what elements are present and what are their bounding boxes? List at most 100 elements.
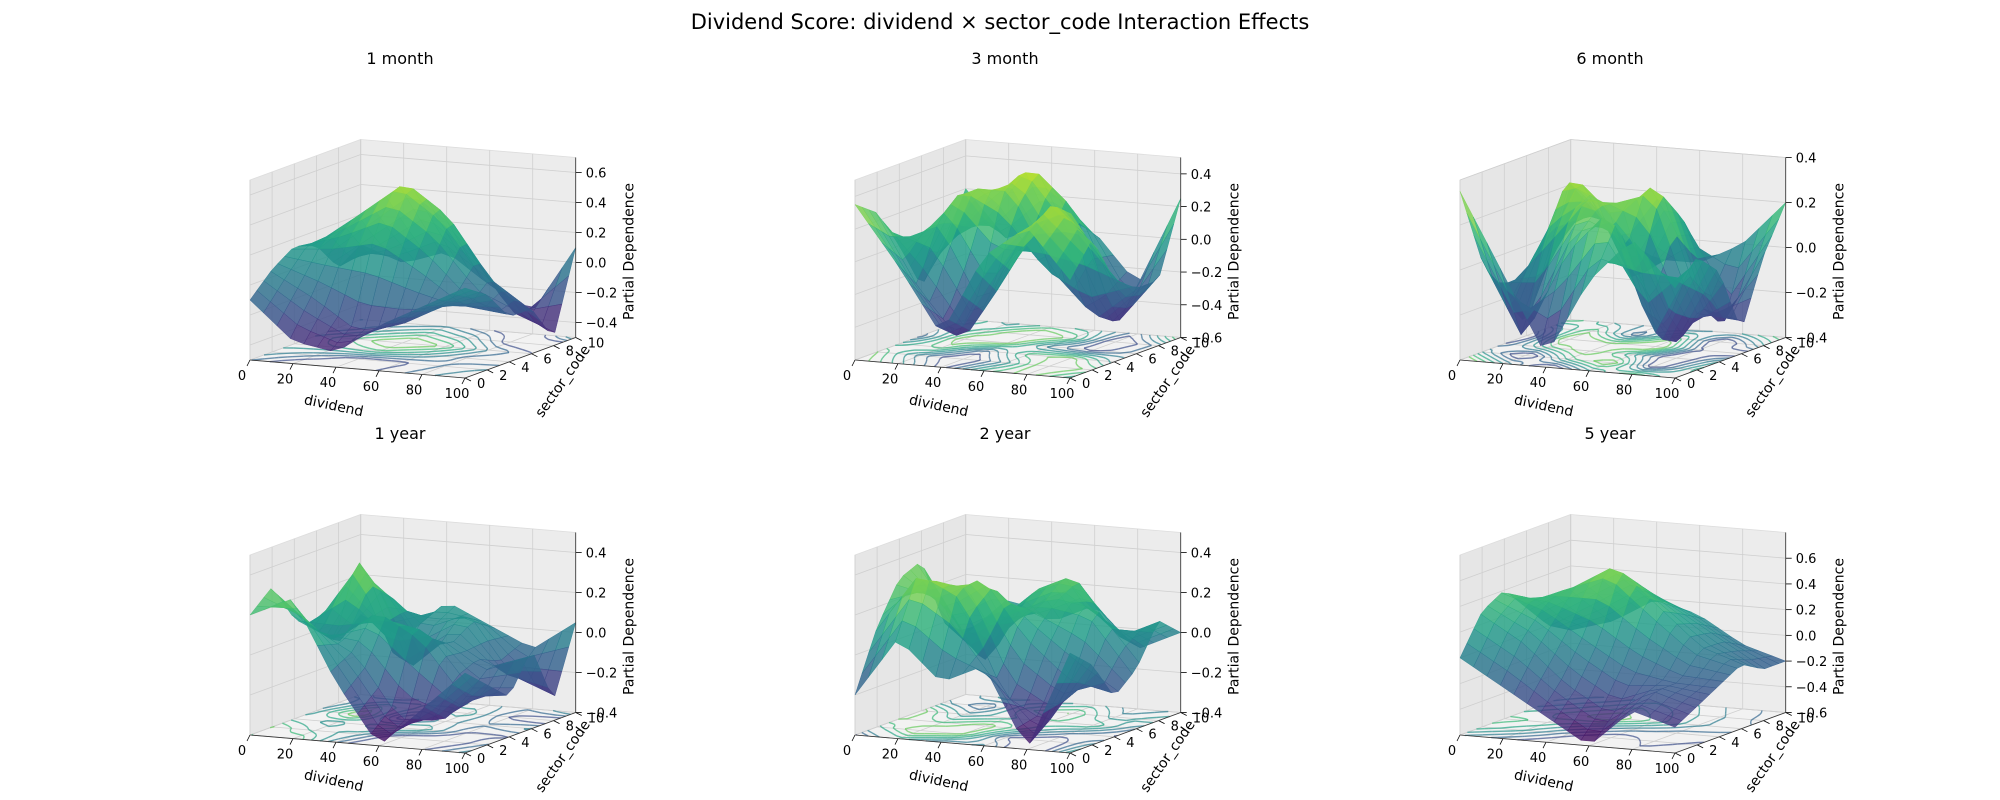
contour-line	[1605, 332, 1608, 335]
contour-line	[504, 343, 510, 347]
y-tick-label: 10	[588, 337, 605, 352]
contour-line	[552, 709, 557, 713]
x-tick-label: 0	[843, 744, 851, 759]
contour-line	[320, 720, 327, 723]
contour-line	[958, 735, 971, 739]
contour-line	[1606, 342, 1615, 345]
contour-line	[1747, 334, 1752, 338]
contour-line	[1094, 334, 1099, 338]
contour-line	[1664, 348, 1674, 351]
contour-line	[1078, 366, 1083, 370]
contour-line	[1701, 340, 1705, 344]
contour-line	[520, 724, 530, 726]
contour-line	[1695, 335, 1699, 339]
contour-line	[520, 720, 529, 723]
y-tick-label: 4	[1731, 736, 1739, 751]
contour-line	[1132, 339, 1136, 343]
contour-line	[1653, 335, 1658, 338]
contour-line	[1658, 339, 1669, 343]
contour-line	[1634, 359, 1637, 363]
contour-line	[1051, 347, 1060, 351]
contour-line	[534, 710, 542, 714]
contour-line	[1752, 336, 1758, 340]
contour-line	[994, 732, 1004, 735]
contour-line	[1032, 350, 1043, 353]
contour-line	[1068, 344, 1079, 348]
contour-line	[1014, 354, 1017, 358]
contour-line	[340, 350, 350, 353]
contour-line	[463, 727, 469, 731]
contour-line	[1008, 360, 1011, 363]
contour-line	[1059, 352, 1069, 355]
contour-line	[999, 365, 1006, 368]
contour-line	[341, 705, 350, 709]
x-tick-label: 60	[968, 380, 985, 395]
contour-line	[1071, 748, 1079, 752]
contour-line	[945, 705, 952, 709]
z-tick-label: 0.0	[1796, 629, 1817, 644]
contour-line	[963, 731, 971, 735]
contour-line	[354, 353, 364, 356]
contour-line	[499, 707, 502, 709]
contour-line	[1092, 338, 1098, 342]
contour-line	[926, 355, 930, 359]
contour-line	[1591, 363, 1596, 366]
y-axis-label: sector_code	[1137, 342, 1198, 420]
contour-line	[437, 338, 443, 342]
y-tick-mark	[1674, 752, 1682, 757]
contour-line	[903, 349, 913, 353]
contour-line	[957, 704, 960, 708]
y-tick-label: 4	[1126, 361, 1134, 376]
contour-line	[1122, 726, 1130, 730]
contour-line	[397, 329, 410, 331]
contour-line	[1468, 356, 1474, 360]
contour-line	[1644, 372, 1652, 375]
contour-line	[455, 339, 458, 342]
contour-line	[1691, 343, 1695, 347]
contour-line	[541, 712, 550, 715]
contour-line	[1600, 340, 1607, 344]
contour-line	[565, 336, 572, 340]
contour-line	[432, 337, 439, 341]
contour-line	[312, 731, 317, 735]
z-tick-label: 0.2	[586, 227, 607, 242]
contour-line	[875, 351, 879, 354]
contour-line	[343, 710, 350, 713]
contour-line	[1673, 348, 1680, 351]
contour-line	[1657, 351, 1668, 355]
contour-line	[555, 336, 559, 339]
y-tick-label: 2	[1104, 744, 1112, 759]
contour-line	[334, 738, 339, 741]
contour-line	[942, 355, 954, 358]
contour-line	[1732, 348, 1741, 351]
contour-line	[1647, 338, 1660, 342]
contour-line	[950, 345, 959, 348]
contour-line	[368, 356, 379, 359]
z-axis-label: Partial Dependence	[622, 558, 638, 695]
contour-line	[1059, 736, 1068, 739]
contour-line	[1692, 716, 1697, 720]
y-tick-mark	[509, 361, 516, 366]
contour-line	[1611, 351, 1618, 355]
contour-line	[1122, 332, 1130, 336]
contour-line	[1637, 366, 1641, 370]
contour-line	[1677, 742, 1686, 745]
contour-line	[1026, 341, 1037, 344]
contour-line	[1639, 370, 1649, 373]
contour-line	[967, 361, 975, 364]
contour-line	[914, 354, 918, 358]
contour-line	[460, 341, 462, 344]
x-tick-label: 60	[1573, 380, 1590, 395]
contour-line	[947, 334, 954, 338]
contour-line	[1633, 348, 1643, 351]
contour-line	[1010, 725, 1013, 728]
y-tick-mark	[1696, 744, 1704, 749]
contour-line	[898, 735, 903, 739]
contour-line	[1494, 354, 1499, 358]
contour-line	[1759, 713, 1762, 715]
contour-line	[1055, 354, 1066, 357]
z-tick-label: 0.2	[1796, 197, 1817, 212]
contour-line	[1489, 348, 1493, 351]
contour-line	[1667, 350, 1677, 354]
x-tick-label: 0	[1448, 744, 1456, 759]
